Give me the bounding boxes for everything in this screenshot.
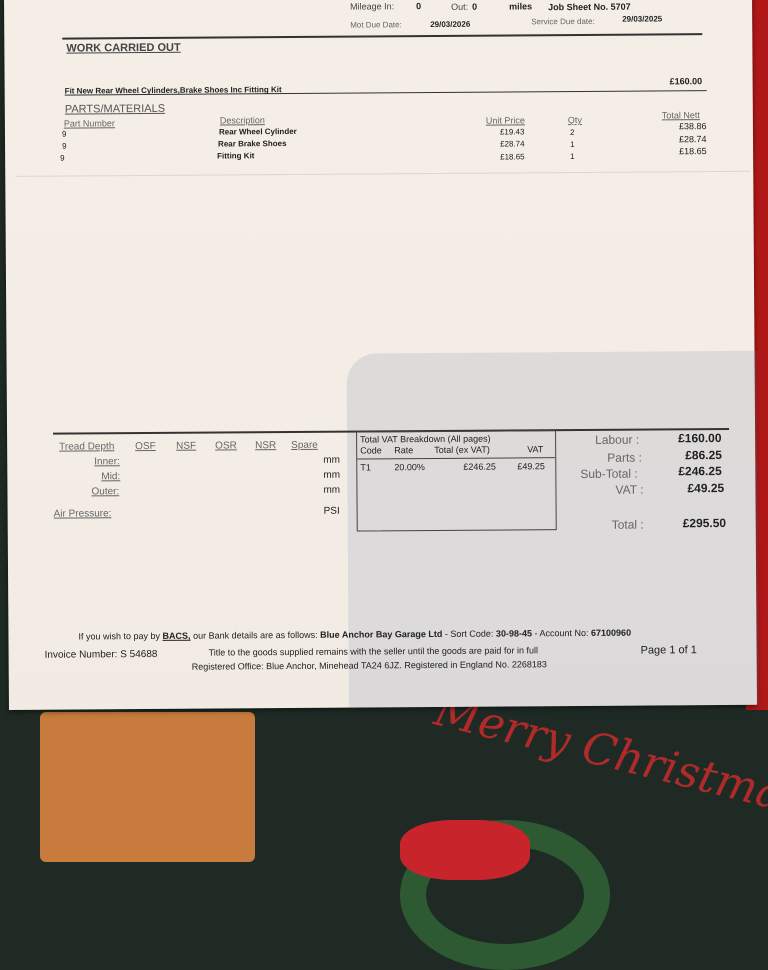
part-unit-price: £28.74 [500,139,525,149]
tyre-nsr: NSR [255,440,277,452]
work-amount: £160.00 [669,76,703,87]
job-sheet: Job Sheet No. 5707 [548,1,631,13]
vat-breakdown-box: Total VAT Breakdown (All pages) Code Rat… [356,430,557,532]
total-value: £295.50 [682,515,727,531]
vat-divider [357,457,556,460]
tyre-spare: Spare [291,439,318,452]
sort-label: - Sort Code: [444,628,494,639]
part-qty: 1 [570,152,575,162]
fold-line [15,170,751,177]
part-number: 9 [60,153,65,163]
miles-label: miles [509,1,533,12]
parts-title: PARTS/MATERIALS [64,102,166,116]
account-number: 67100960 [590,627,632,638]
air-pressure-label: Air Pressure: [53,508,112,520]
mm-unit: mm [323,484,341,496]
labour-value: £160.00 [678,431,722,446]
tread-depth-label: Tread Depth [59,441,115,453]
account-label: - Account No: [534,627,589,639]
mm-unit: mm [323,469,341,481]
invoice-number: Invoice Number: S 54688 [44,648,158,661]
bow-image [400,820,530,880]
service-label: Service Due date: [531,16,595,27]
parts-label: Parts : [607,450,642,465]
gingerbread-house-image [40,712,255,862]
mot-label: Mot Due Date: [350,20,402,30]
divider [62,33,703,40]
mot-date: 29/03/2026 [430,19,471,30]
mm-unit: mm [323,454,340,466]
subtotal-label: Sub-Total : [580,466,638,481]
work-title: WORK CARRIED OUT [66,41,181,55]
vat-col-code: Code [360,445,382,456]
labour-label: Labour : [595,432,640,447]
subtotal-value: £246.25 [678,464,722,479]
col-description: Description [219,115,265,126]
part-number: 9 [62,141,67,151]
part-description: Rear Brake Shoes [218,139,287,149]
part-description: Rear Wheel Cylinder [218,126,297,137]
part-qty: 2 [569,128,575,138]
part-unit-price: £18.65 [500,152,525,162]
parts-value: £86.25 [685,447,722,463]
vat-title: Total VAT Breakdown (All pages) [360,433,491,445]
mid-label: Mid: [101,471,121,483]
tyre-nsf: NSF [176,440,197,452]
total-label: Total : [611,517,644,532]
vat-amount: £49.25 [517,461,545,472]
vat-rate: 20.00% [394,462,425,473]
service-date: 29/03/2025 [622,14,663,24]
bank-text: our Bank details are as follows: [193,629,318,641]
col-unit-price: Unit Price [485,115,525,126]
col-total-nett: Total Nett [661,110,700,121]
psi-unit: PSI [323,505,340,517]
part-description: Fitting Kit [217,151,255,161]
part-total: £38.86 [678,121,707,132]
mileage-in: 0 [416,1,422,12]
part-unit-price: £19.43 [499,127,525,137]
part-qty: 1 [570,140,575,150]
bacs-text: If you wish to pay by [78,630,161,642]
part-total: £18.65 [679,146,707,157]
mileage-in-label: Mileage In: [350,1,395,12]
part-number: 9 [61,129,67,139]
outer-label: Outer: [91,486,120,498]
vat-code: T1 [360,462,371,473]
vat-label: VAT : [615,482,644,497]
vat-value: £49.25 [687,480,725,496]
company-name: Blue Anchor Bay Garage Ltd [320,628,443,640]
vat-col-rate: Rate [394,445,414,456]
out-value: 0 [472,1,478,12]
tyre-osr: OSR [215,440,237,452]
part-total: £28.74 [678,134,707,145]
vat-total-ex: £246.25 [463,461,496,472]
sort-code: 30-98-45 [495,628,532,639]
invoice-paper: Mileage In: 0 Out: 0 miles Job Sheet No.… [4,0,759,710]
vat-col-total: Total (ex VAT) [434,444,490,456]
page-number: Page 1 of 1 [640,644,697,657]
col-qty: Qty [567,114,582,126]
inner-label: Inner: [94,456,120,468]
vat-col-vat: VAT [527,444,544,455]
tyre-osf: OSF [135,440,156,453]
col-part-number: Part Number [63,118,115,129]
out-label: Out: [451,1,469,12]
bacs-label: BACS, [162,630,191,641]
